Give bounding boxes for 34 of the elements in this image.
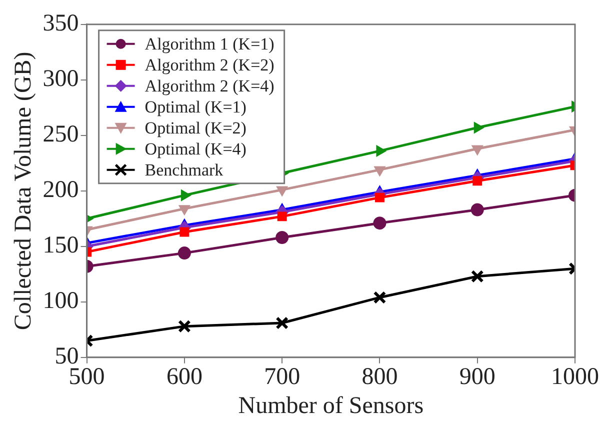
x-tick-label: 500 <box>68 364 105 390</box>
point <box>472 145 484 156</box>
point <box>276 316 289 330</box>
legend-label: Optimal (K=2) <box>144 118 246 138</box>
legend-label: Optimal (K=1) <box>144 97 246 116</box>
point <box>373 291 386 304</box>
y-tick-label: 150 <box>42 232 79 259</box>
legend-label: Algorithm 2 (K=4) <box>144 76 274 96</box>
legend-label: Optimal (K=4) <box>144 139 246 158</box>
point <box>470 270 484 283</box>
y-tick-label: 100 <box>42 288 79 314</box>
x-tick-label: 800 <box>362 364 398 390</box>
y-tick-label: 300 <box>42 66 79 92</box>
point <box>373 216 386 230</box>
point <box>374 166 386 176</box>
legend-label: Benchmark <box>144 160 224 180</box>
y-axis-title: Collected Data Volume (GB) <box>10 52 37 330</box>
point <box>276 186 288 196</box>
point <box>470 203 484 216</box>
point <box>472 176 482 186</box>
y-tick-label: 200 <box>42 177 79 204</box>
y-tick-label: 250 <box>42 122 79 148</box>
legend-label: Algorithm 1 (K=1) <box>144 34 274 54</box>
x-tick-label: 900 <box>459 364 496 390</box>
point <box>276 231 289 244</box>
x-axis-title: Number of Sensors <box>238 392 424 419</box>
point <box>374 192 384 202</box>
y-tick-label: 350 <box>42 10 79 37</box>
point <box>277 212 287 222</box>
legend-label: Algorithm 2 (K=2) <box>144 55 274 74</box>
point <box>180 190 191 202</box>
x-tick-label: 600 <box>166 364 202 390</box>
x-tick-label: 1000 <box>551 364 599 390</box>
x-tick-label: 700 <box>264 364 300 390</box>
